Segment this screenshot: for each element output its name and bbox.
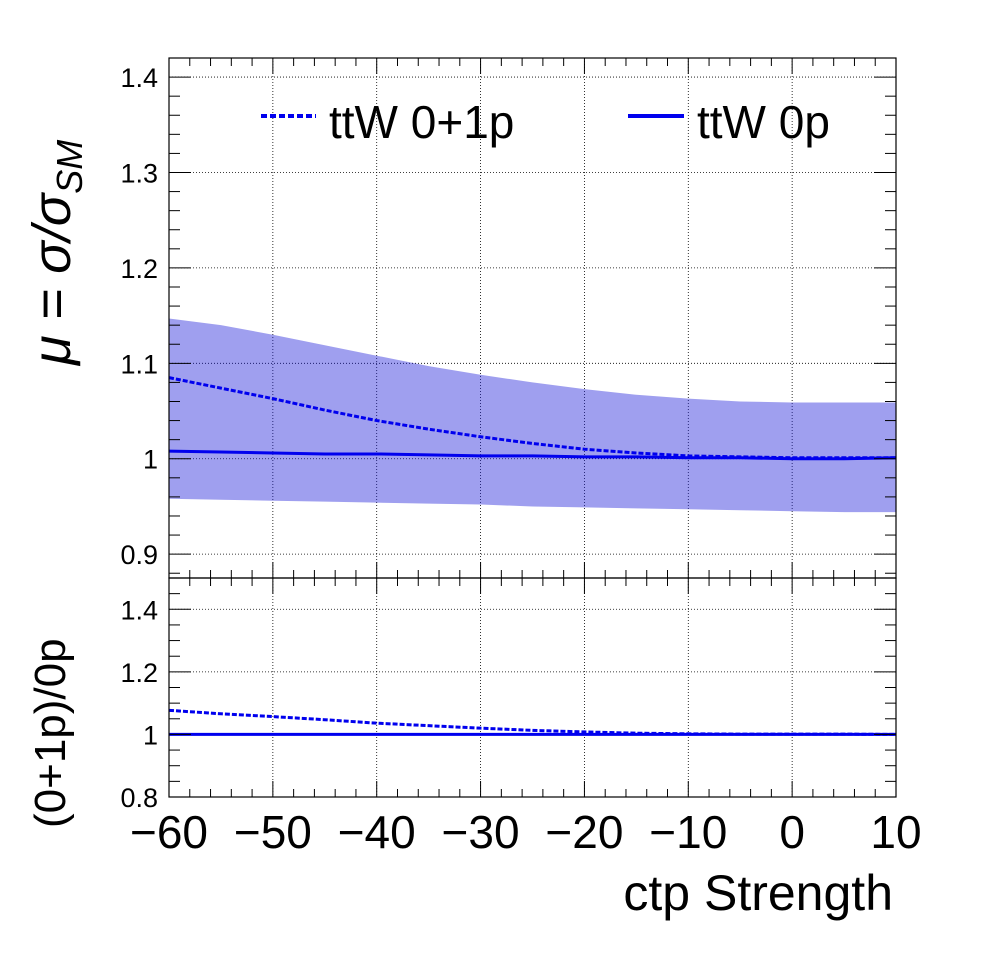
top-y-tick-label: 1 [143, 445, 158, 475]
x-tick-label: −20 [545, 806, 623, 858]
x-tick-label: 10 [870, 806, 921, 858]
top-y-tick-label: 1.4 [120, 63, 158, 93]
bottom-panel-ticks [168, 577, 897, 798]
top-y-axis-title-base: μ = σ/σ [22, 191, 82, 367]
legend-label-ttw-0p: ttW 0p [697, 96, 830, 148]
top-y-axis-title-subscript: SM [49, 140, 90, 194]
x-tick-label: −40 [338, 806, 416, 858]
bottom-panel-y-tick-labels: 0.8 1 1.2 1.4 [120, 595, 158, 813]
bottom-y-tick-label: 1.4 [120, 595, 158, 625]
top-y-tick-label: 1.3 [120, 158, 158, 188]
uncertainty-band-area [169, 318, 896, 513]
legend-label-ttw-0-1p: ttW 0+1p [329, 96, 514, 148]
x-tick-label: −50 [234, 806, 312, 858]
bottom-panel-series [168, 708, 897, 736]
x-tick-label: 0 [779, 806, 805, 858]
x-axis-title: ctp Strength [623, 865, 893, 921]
x-tick-labels: −60 −50 −40 −30 −20 −10 0 10 [130, 806, 922, 858]
bottom-y-tick-label: 1 [143, 720, 158, 750]
top-y-tick-label: 1.2 [120, 254, 158, 284]
top-panel-uncertainty-band [169, 318, 896, 513]
top-panel-grid [169, 58, 896, 578]
bottom-y-tick-label: 1.2 [120, 658, 158, 688]
bottom-y-tick-label: 0.8 [120, 783, 158, 813]
top-y-tick-label: 1.1 [120, 349, 158, 379]
bottom-y-axis-title: (0+1p)/0p [26, 638, 75, 828]
top-y-tick-label: 0.9 [120, 540, 158, 570]
top-panel-series [168, 376, 897, 461]
x-tick-label: −10 [649, 806, 727, 858]
top-panel-y-tick-labels: 0.9 1 1.1 1.2 1.3 1.4 [120, 63, 158, 570]
top-panel-ticks [168, 57, 897, 578]
x-tick-label: −30 [442, 806, 520, 858]
top-y-axis-title: μ = σ/σSM [22, 140, 90, 367]
legend: ttW 0+1p ttW 0p [261, 96, 830, 148]
series-line-ttw-0p [168, 449, 897, 461]
x-tick-label: −60 [130, 806, 208, 858]
